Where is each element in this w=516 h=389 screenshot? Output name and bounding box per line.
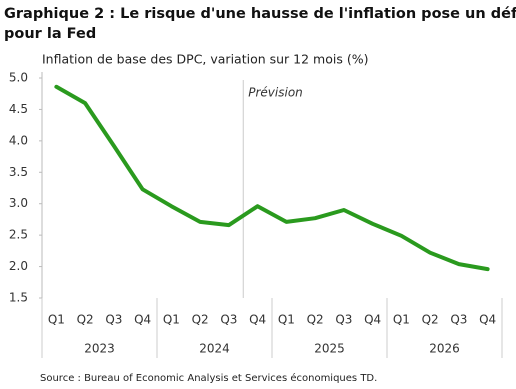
y-tick-label: 5.0 bbox=[9, 71, 28, 85]
chart-title: pour la Fed bbox=[4, 26, 96, 42]
x-tick-label: Q3 bbox=[105, 313, 122, 327]
y-tick-label: 4.0 bbox=[9, 133, 28, 147]
data-line bbox=[54, 84, 490, 272]
y-tick-label: 3.5 bbox=[9, 165, 28, 179]
y-tick-label: 2.5 bbox=[9, 228, 28, 242]
x-tick-label: Q3 bbox=[335, 313, 352, 327]
x-tick-label: Q1 bbox=[163, 313, 180, 327]
x-tick-label: Q2 bbox=[307, 313, 324, 327]
x-tick-label: Q4 bbox=[134, 313, 151, 327]
x-group-label: 2023 bbox=[84, 342, 115, 356]
x-tick-label: Q1 bbox=[393, 313, 410, 327]
x-tick-label: Q3 bbox=[220, 313, 237, 327]
x-tick-label: Q4 bbox=[249, 313, 266, 327]
x-tick-label: Q3 bbox=[450, 313, 467, 327]
x-tick-label: Q2 bbox=[77, 313, 94, 327]
x-tick-label: Q2 bbox=[192, 313, 209, 327]
annotation: Prévision bbox=[248, 86, 303, 100]
x-group-label: 2026 bbox=[429, 342, 460, 356]
x-tick-label: Q2 bbox=[422, 313, 439, 327]
y-tick-label: 3.0 bbox=[9, 196, 28, 210]
x-tick-label: Q1 bbox=[48, 313, 65, 327]
y-tick-label: 1.5 bbox=[9, 291, 28, 305]
x-group-label: 2024 bbox=[199, 342, 230, 356]
x-tick-label: Q1 bbox=[278, 313, 295, 327]
source-note: Source : Bureau of Economic Analysis et … bbox=[40, 372, 377, 384]
chart-title: Graphique 2 : Le risque d'une hausse de … bbox=[4, 6, 516, 22]
x-tick-label: Q4 bbox=[479, 313, 496, 327]
x-group-label: 2025 bbox=[314, 342, 345, 356]
chart-subtitle: Inflation de base des DPC, variation sur… bbox=[42, 52, 368, 67]
y-tick-label: 2.0 bbox=[9, 259, 28, 273]
x-tick-label: Q4 bbox=[364, 313, 381, 327]
y-tick-label: 4.5 bbox=[9, 102, 28, 116]
